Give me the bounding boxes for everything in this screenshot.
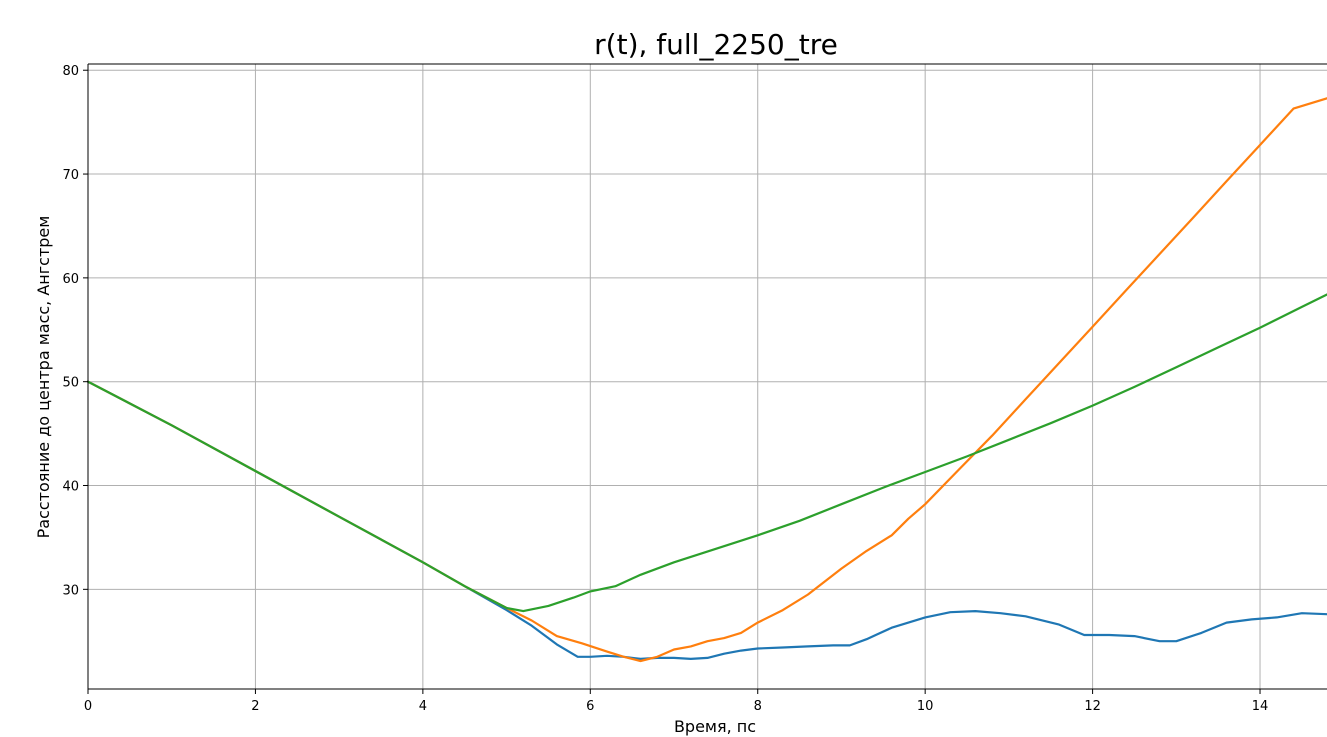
x-tick-label: 2 (251, 699, 259, 714)
y-axis-label: Расстояние до центра масс, Ангстрем (34, 216, 53, 539)
grid-lines (87, 64, 1327, 689)
series-lines (86, 97, 1327, 663)
series-line-1 (86, 380, 1327, 661)
y-tick-label: 80 (62, 64, 79, 79)
x-axis-label: Время, пс (674, 717, 756, 736)
series-line-2 (86, 97, 1327, 663)
x-tick-label: 10 (917, 699, 934, 714)
y-tick-label: 70 (62, 168, 79, 183)
x-tick-label: 8 (754, 699, 762, 714)
x-tick-label: 4 (419, 699, 427, 714)
x-tick-label: 12 (1084, 699, 1101, 714)
y-tick-label: 30 (62, 583, 79, 598)
x-tick-label: 0 (84, 699, 92, 714)
x-tick-label: 6 (586, 699, 594, 714)
chart-title: r(t), full_2250_tre (594, 28, 838, 61)
series-line-3 (86, 293, 1327, 613)
y-tick-label: 60 (62, 272, 79, 287)
axes (87, 63, 1327, 690)
x-tick-label: 14 (1252, 699, 1269, 714)
y-tick-label: 40 (62, 480, 79, 495)
tick-labels: 0 2 4 6 8 10 12 14 30 40 50 60 70 80 (62, 64, 1268, 714)
y-tick-label: 50 (62, 376, 79, 391)
